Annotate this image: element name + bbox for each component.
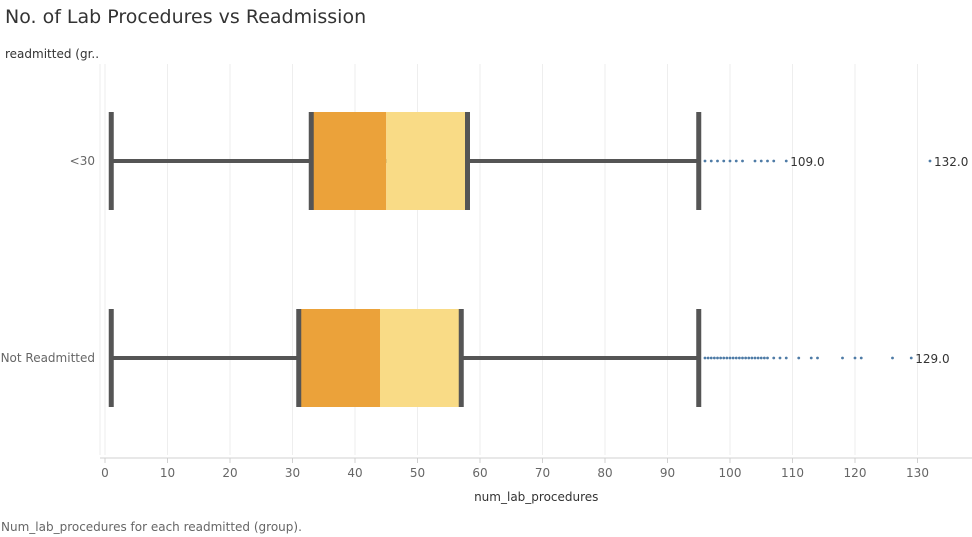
row-header-label: readmitted (gr.. (5, 47, 100, 61)
outlier-point (816, 356, 819, 360)
category-label: Not Readmitted (1, 351, 95, 365)
x-tick-label: 20 (222, 466, 237, 480)
outlier-point (722, 159, 726, 163)
outlier-point (766, 159, 769, 163)
outlier-point (809, 356, 813, 360)
outlier-point (741, 159, 744, 163)
x-tick-label: 50 (410, 466, 425, 480)
x-tick-label: 120 (844, 466, 867, 480)
outlier-point (728, 159, 732, 163)
x-tick-label: 40 (347, 466, 362, 480)
x-tick-label: 0 (101, 466, 109, 480)
outlier-point (734, 356, 738, 360)
box-upper-half (380, 309, 462, 407)
outlier-point (891, 356, 894, 360)
x-tick-label: 100 (719, 466, 742, 480)
outlier-point (784, 159, 788, 163)
outlier-point (841, 356, 844, 360)
box-lower-half (311, 112, 387, 210)
outlier-point (722, 356, 726, 360)
outlier-point (731, 356, 735, 360)
outlier-point (853, 356, 857, 360)
x-tick-label: 130 (906, 466, 929, 480)
outlier-point (772, 159, 776, 163)
outlier-point (741, 356, 744, 360)
outlier-point (766, 356, 769, 360)
outlier-point (928, 159, 932, 163)
outlier-point (709, 356, 713, 360)
outlier-point (753, 159, 757, 163)
outlier-point (719, 356, 723, 360)
outlier-point (759, 356, 763, 360)
x-tick-label: 30 (285, 466, 300, 480)
outlier-point (762, 356, 766, 360)
x-tick-label: 70 (535, 466, 550, 480)
outlier-point (859, 356, 863, 360)
outlier-point (756, 356, 760, 360)
outlier-point (744, 356, 748, 360)
chart-caption: Num_lab_procedures for each readmitted (… (1, 520, 302, 534)
x-tick-label: 10 (160, 466, 175, 480)
outlier-point (778, 356, 782, 360)
x-tick-label: 60 (472, 466, 487, 480)
outlier-point (703, 159, 707, 163)
x-tick-label: 110 (781, 466, 804, 480)
outlier-point (737, 356, 741, 360)
outlier-label: 132.0 (934, 155, 968, 169)
outlier-point (759, 159, 763, 163)
outlier-point (784, 356, 788, 360)
box-lower-half (298, 309, 380, 407)
outlier-point (747, 356, 751, 360)
outlier-point (772, 356, 776, 360)
outlier-point (706, 356, 710, 360)
outlier-point (712, 356, 716, 360)
outlier-point (909, 356, 913, 360)
chart-title: No. of Lab Procedures vs Readmission (5, 6, 367, 28)
outlier-point (703, 356, 707, 360)
outlier-point (797, 356, 801, 360)
x-axis-title: num_lab_procedures (474, 490, 598, 504)
x-tick-label: 90 (660, 466, 675, 480)
outlier-point (753, 356, 757, 360)
outlier-point (728, 356, 732, 360)
outlier-point (734, 159, 738, 163)
outlier-point (716, 159, 719, 163)
outlier-label: 129.0 (915, 352, 949, 366)
category-label: <30 (70, 154, 95, 168)
outlier-point (725, 356, 729, 360)
outlier-label: 109.0 (790, 155, 824, 169)
box-upper-half (386, 112, 468, 210)
outlier-point (709, 159, 713, 163)
x-tick-label: 80 (597, 466, 612, 480)
outlier-point (750, 356, 754, 360)
outlier-point (716, 356, 719, 360)
